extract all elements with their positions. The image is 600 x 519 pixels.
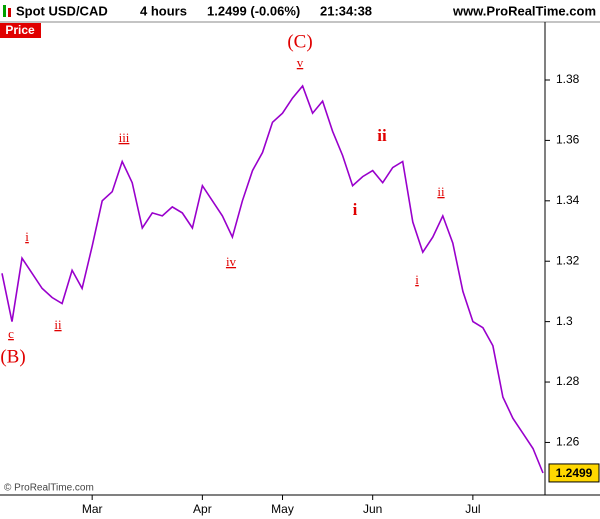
symbol: Spot USD/CAD [16, 3, 108, 18]
wave-label: i [415, 272, 419, 287]
wave-label: iv [226, 254, 237, 269]
y-tick-label: 1.38 [556, 72, 580, 86]
wave-label: ii [377, 126, 387, 145]
copyright: © ProRealTime.com [4, 483, 94, 494]
wave-label: c [8, 326, 14, 341]
time: 21:34:38 [320, 3, 372, 18]
y-tick-label: 1.32 [556, 253, 580, 267]
wave-label: iii [119, 130, 130, 145]
y-tick-label: 1.28 [556, 374, 580, 388]
wave-label: v [297, 55, 304, 70]
x-tick-label: Mar [82, 502, 103, 516]
x-tick-label: Apr [193, 502, 212, 516]
y-tick-label: 1.36 [556, 133, 580, 147]
price-line [1, 84, 544, 474]
wave-label: ii [54, 317, 62, 332]
wave-label: i [353, 200, 358, 219]
x-tick-label: Jul [465, 502, 480, 516]
wave-label: (C) [287, 31, 312, 52]
y-tick-label: 1.34 [556, 193, 580, 207]
icon [8, 8, 11, 17]
x-tick-label: May [271, 502, 294, 516]
wave-label: ii [437, 184, 445, 199]
y-tick-label: 1.3 [556, 314, 573, 328]
last-price-label: 1.2499 [556, 466, 593, 480]
x-tick-label: Jun [363, 502, 382, 516]
panel-tag [0, 23, 41, 38]
wave-label: (B) [0, 346, 25, 367]
wave-label: i [25, 229, 29, 244]
last-price-box [548, 463, 600, 483]
panel-label: Price [5, 23, 35, 37]
y-tick-label: 1.26 [556, 435, 580, 449]
quote: 1.2499 (-0.06%) [207, 3, 300, 18]
icon [3, 5, 6, 17]
header-bar [0, 0, 600, 22]
site: www.ProRealTime.com [452, 3, 596, 18]
timeframe: 4 hours [140, 3, 187, 18]
